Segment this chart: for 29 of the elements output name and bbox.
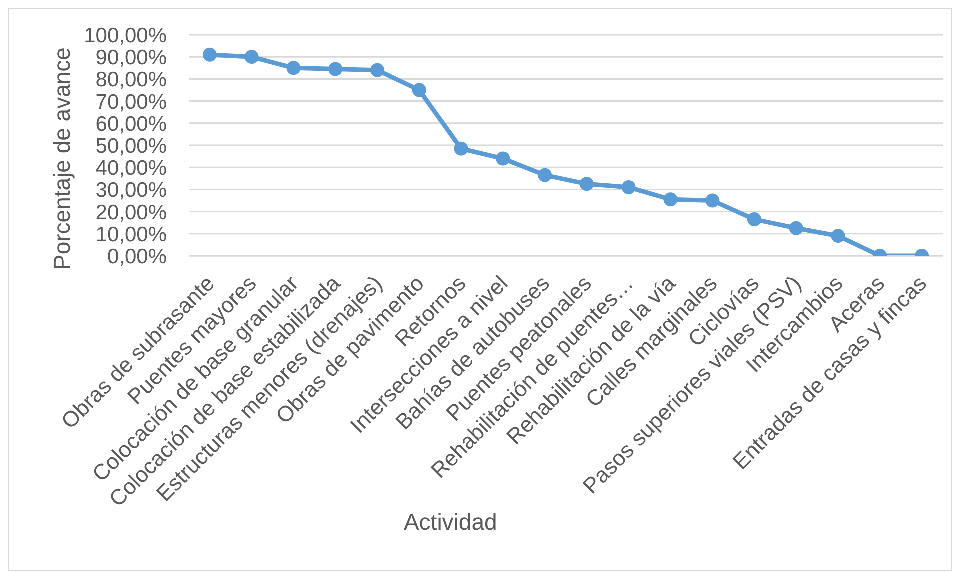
y-tick-label: 80,00% xyxy=(96,68,167,92)
point xyxy=(454,142,468,156)
point xyxy=(706,194,720,208)
point xyxy=(580,177,594,192)
point xyxy=(286,61,301,76)
y-tick-label: 60,00% xyxy=(96,112,167,136)
y-tick-label: 90,00% xyxy=(96,46,167,70)
y-tick-label: 70,00% xyxy=(96,90,167,114)
point xyxy=(328,62,343,76)
point xyxy=(622,180,636,194)
point xyxy=(789,221,804,236)
y-tick-label: 30,00% xyxy=(96,179,167,202)
y-tick-label: 40,00% xyxy=(96,157,167,180)
point xyxy=(748,212,762,227)
y-tick-label: 10,00% xyxy=(96,223,167,246)
point xyxy=(831,229,846,244)
point xyxy=(412,83,426,98)
point xyxy=(244,50,259,64)
y-tick-label: 50,00% xyxy=(96,134,167,158)
point xyxy=(370,63,384,78)
y-tick-label: 20,00% xyxy=(96,201,167,224)
x-axis-title: Actividad xyxy=(404,509,498,535)
point xyxy=(538,168,552,182)
y-tick-label: 100,00% xyxy=(84,24,167,48)
point xyxy=(664,192,678,207)
y-axis-title: Porcentaje de avance xyxy=(49,48,75,270)
y-tick-label: 0,00% xyxy=(107,245,167,268)
point xyxy=(202,48,217,62)
point xyxy=(496,152,510,166)
